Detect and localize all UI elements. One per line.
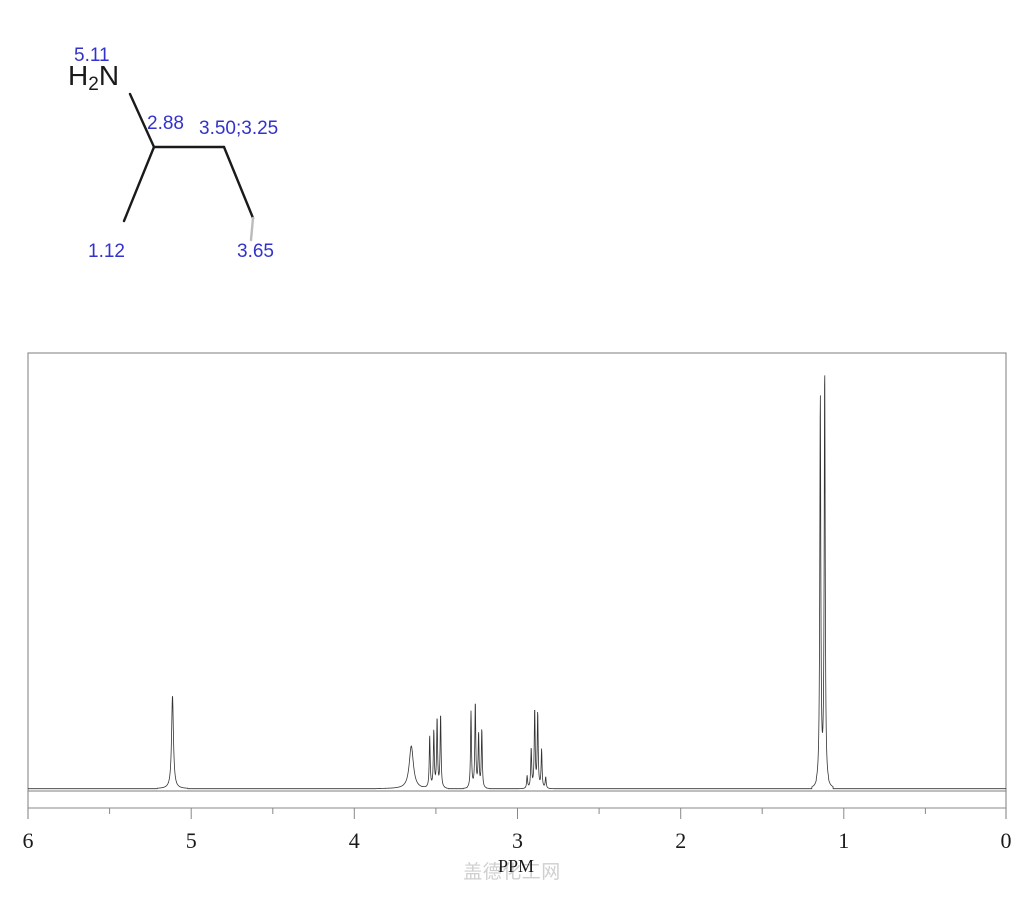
svg-text:1.12: 1.12 <box>88 241 125 262</box>
svg-text:4: 4 <box>349 828 360 853</box>
svg-text:2: 2 <box>675 828 686 853</box>
svg-text:0: 0 <box>1001 828 1012 853</box>
svg-text:5.11: 5.11 <box>74 45 110 66</box>
svg-text:6: 6 <box>23 828 34 853</box>
svg-text:3: 3 <box>512 828 523 853</box>
svg-text:2.88: 2.88 <box>147 113 184 134</box>
svg-text:5: 5 <box>186 828 197 853</box>
svg-text:PPM: PPM <box>498 856 534 876</box>
svg-text:3.65: 3.65 <box>237 241 274 262</box>
svg-text:1: 1 <box>838 828 849 853</box>
svg-text:3.50;3.25: 3.50;3.25 <box>199 118 278 139</box>
